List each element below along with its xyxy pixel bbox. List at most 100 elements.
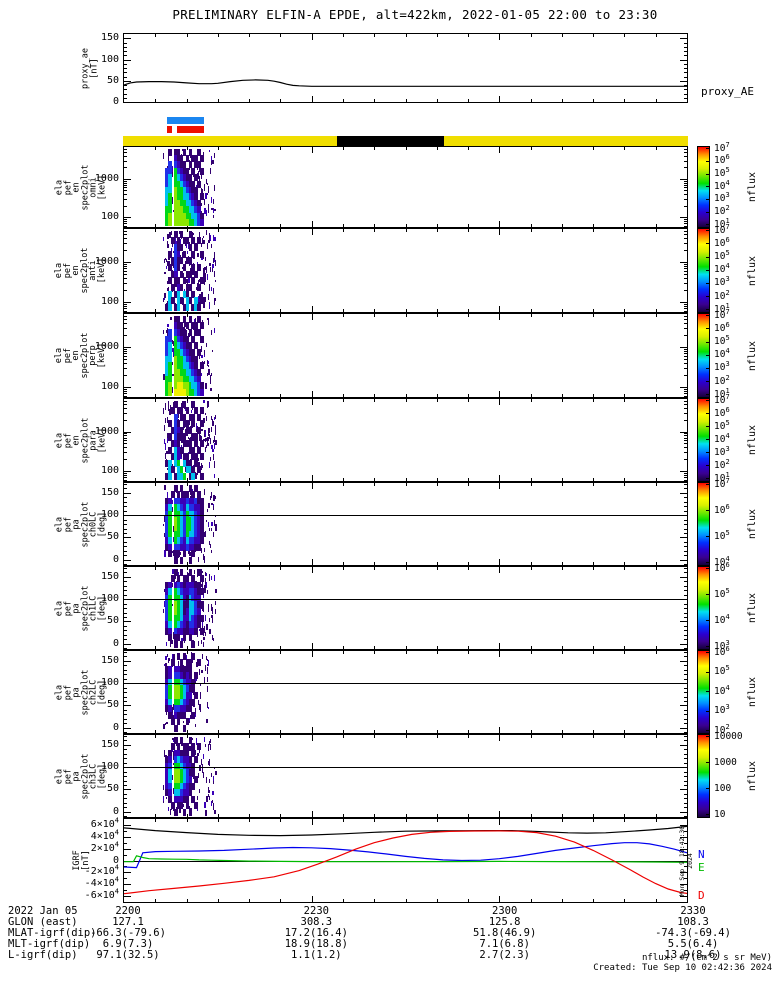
- heatmap-cell: [182, 581, 187, 589]
- speckle: [197, 272, 199, 276]
- x-tick: [155, 819, 157, 822]
- y-minor-tick: [124, 220, 127, 222]
- y-minor-tick: [124, 316, 127, 318]
- speckle: [209, 232, 210, 239]
- heatmap-cell: [197, 161, 201, 169]
- y-minor-tick: [124, 76, 127, 78]
- heatmap-cell: [165, 193, 169, 201]
- speckle: [190, 741, 192, 748]
- heatmap-cell: [191, 400, 195, 408]
- y-minor-tick: [124, 497, 127, 499]
- x-tick: [155, 399, 157, 402]
- y-minor-tick: [124, 546, 127, 548]
- heatmap-cell: [182, 711, 187, 719]
- x-tick: [311, 559, 313, 565]
- x-tick: [155, 478, 157, 481]
- speckle: [199, 176, 201, 182]
- x-tick: [186, 483, 188, 486]
- speckle: [195, 724, 197, 728]
- speckle: [205, 297, 207, 303]
- x-tick: [374, 814, 376, 817]
- speckle: [208, 740, 210, 746]
- speckle: [203, 273, 206, 280]
- speckle: [164, 589, 166, 592]
- y-minor-tick: [124, 674, 127, 676]
- y-tick: [124, 386, 131, 388]
- speckle: [173, 402, 175, 408]
- speckle: [213, 460, 215, 468]
- heatmap-cell: [188, 174, 192, 182]
- panel-ch3LC: [123, 734, 688, 818]
- speckle: [210, 521, 213, 526]
- y-minor-tick: [684, 744, 687, 746]
- heatmap-cell: [182, 665, 187, 673]
- colorbar-tick: [706, 400, 710, 402]
- heatmap-cell: [182, 685, 187, 693]
- heatmap-cell: [165, 388, 169, 397]
- heatmap-cell: [188, 808, 192, 817]
- heatmap-cell: [185, 219, 190, 227]
- speckle: [205, 230, 207, 235]
- heatmap-cell: [174, 174, 178, 182]
- colorbar-tick-label: 103: [714, 275, 730, 289]
- y-minor-tick: [124, 476, 127, 478]
- y-minor-tick: [124, 72, 127, 74]
- heatmap-cell: [185, 167, 190, 175]
- x-tick: [374, 309, 376, 312]
- speckle: [164, 656, 167, 660]
- heatmap-cell: [176, 433, 181, 441]
- heatmap-cell: [168, 355, 172, 363]
- heatmap-cell: [168, 634, 172, 642]
- heatmap-cell: [182, 355, 187, 363]
- y-minor-tick: [684, 390, 687, 392]
- heatmap-cell: [165, 303, 169, 312]
- speckle: [215, 424, 217, 430]
- heatmap-cell: [174, 543, 178, 551]
- heatmap-cell: [168, 472, 172, 481]
- heatmap-cell: [185, 776, 190, 784]
- speckle: [168, 659, 170, 664]
- speckle: [208, 434, 210, 439]
- heatmap-cell: [191, 362, 195, 370]
- heatmap-cell: [197, 368, 201, 377]
- heatmap-cell: [168, 756, 172, 764]
- heatmap-cell: [191, 335, 195, 343]
- speckle: [200, 242, 202, 248]
- heatmap-cell: [191, 250, 195, 258]
- heatmap-cell: [179, 243, 184, 252]
- heatmap-cell: [174, 322, 178, 330]
- x-tick: [499, 229, 501, 235]
- bottom-row-label: GLON (east): [8, 916, 78, 928]
- heatmap-cell: [174, 400, 178, 408]
- speckle: [164, 750, 166, 757]
- colorbar-axis-label: nflux: [747, 592, 758, 624]
- y-tick: [680, 767, 687, 769]
- y-minor-tick: [124, 669, 127, 671]
- heatmap-cell: [188, 212, 192, 220]
- y-minor-tick: [684, 630, 687, 632]
- heatmap-cell: [182, 348, 187, 357]
- y-minor-tick: [684, 319, 687, 321]
- x-tick: [624, 34, 626, 37]
- colorbar-tick-label: 104: [714, 346, 730, 361]
- heatmap-cell: [182, 762, 187, 770]
- speckle: [203, 801, 206, 809]
- speckle: [203, 303, 205, 309]
- speckle: [183, 326, 185, 330]
- heatmap-cell: [185, 718, 190, 726]
- speckle: [163, 609, 165, 613]
- speckle: [209, 618, 211, 622]
- bottom-row-value: 127.1: [112, 916, 144, 928]
- heatmap-cell: [200, 575, 204, 583]
- speckle: [214, 299, 215, 305]
- speckle: [208, 431, 209, 436]
- speckle: [202, 464, 204, 469]
- x-tick: [468, 224, 470, 227]
- heatmap-cell: [194, 174, 198, 182]
- series-E: [124, 855, 687, 863]
- x-tick: [186, 814, 188, 817]
- speckle: [207, 400, 210, 407]
- bottom-row-value: 308.3: [300, 916, 333, 928]
- x-tick: [342, 399, 344, 402]
- colorbar-tick-label: 103: [714, 191, 730, 205]
